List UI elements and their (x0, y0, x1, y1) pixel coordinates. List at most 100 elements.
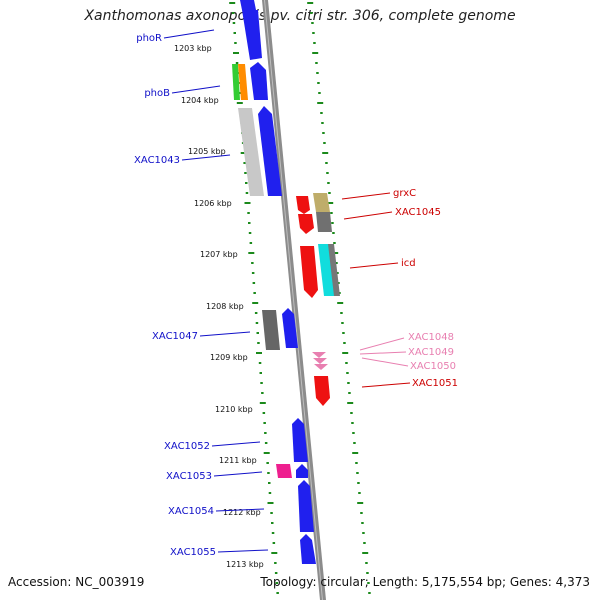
tick-mark (232, 22, 236, 24)
gene-XAC1048[interactable] (312, 352, 326, 358)
tick-mark (325, 162, 328, 164)
tick-mark (315, 62, 318, 64)
gene-label-XAC1049[interactable]: XAC1049 (408, 347, 454, 358)
tick-mark (356, 472, 359, 474)
tick-mark (317, 102, 324, 104)
right-tick-track (307, 2, 371, 594)
gene-XAC1050[interactable] (314, 364, 328, 370)
gene-label-phoB[interactable]: phoB (144, 88, 170, 99)
gene-XAC1051[interactable] (314, 376, 330, 406)
leader-line-XAC1053 (213, 471, 263, 477)
gene-label-XAC1053[interactable]: XAC1053 (166, 471, 212, 482)
gene-XAC1047-1[interactable] (262, 310, 280, 350)
tick-mark (310, 12, 313, 14)
kbp-label: 1210 kbp (215, 405, 253, 414)
gene-XAC1047-2[interactable] (282, 308, 298, 348)
gene-icd-red[interactable] (300, 246, 318, 298)
gene-label-XAC1052[interactable]: XAC1052 (164, 441, 210, 452)
tick-mark (317, 82, 320, 84)
forward-genes (232, 0, 316, 564)
gene-XAC1055[interactable] (300, 534, 316, 564)
tick-mark (271, 552, 278, 554)
reverse-genes (296, 193, 340, 406)
tick-mark (248, 252, 255, 254)
tick-mark (256, 332, 259, 334)
tick-mark (343, 342, 346, 344)
tick-mark (322, 132, 325, 134)
tick-mark (313, 42, 316, 44)
tick-mark (236, 102, 243, 104)
tick-mark (234, 42, 237, 44)
tick-mark (367, 582, 370, 584)
gene-XAC1049[interactable] (313, 358, 327, 364)
tick-mark (366, 572, 369, 574)
gene-XAC1043-1[interactable] (238, 108, 264, 196)
leader-line-XAC1050 (361, 357, 409, 367)
gene-phoB-2[interactable] (238, 64, 248, 100)
gene-top-partial[interactable] (240, 0, 256, 10)
tick-mark (362, 552, 369, 554)
tick-mark (328, 192, 331, 194)
gene-XAC1052[interactable] (292, 418, 308, 462)
gene-label-XAC1045[interactable]: XAC1045 (395, 207, 441, 218)
gene-grxC[interactable] (313, 193, 330, 212)
gene-grxC-red[interactable] (296, 196, 310, 214)
leader-line-XAC1043 (181, 154, 231, 161)
tick-mark (248, 232, 252, 234)
tick-mark (326, 172, 329, 174)
gene-phoB-1[interactable] (232, 64, 240, 100)
genome-title: Xanthomonas axonopodis pv. citri str. 30… (84, 8, 516, 24)
tick-mark (263, 452, 270, 454)
gene-label-XAC1048[interactable]: XAC1048 (408, 332, 454, 343)
tick-mark (264, 442, 268, 444)
gene-XAC1043-2[interactable] (258, 106, 282, 196)
gene-label-XAC1043[interactable]: XAC1043 (134, 155, 180, 166)
tick-mark (311, 22, 314, 24)
tick-mark (257, 342, 260, 344)
tick-mark (251, 262, 254, 264)
gene-XAC1045-red[interactable] (298, 214, 314, 234)
gene-label-XAC1054[interactable]: XAC1054 (168, 506, 214, 517)
right-labels: grxC XAC1045 icd XAC1048 XAC1049 XAC1050… (393, 188, 458, 389)
tick-mark (327, 202, 334, 204)
gene-XAC1054[interactable] (298, 480, 314, 532)
tick-mark (347, 402, 354, 404)
gene-label-XAC1051[interactable]: XAC1051 (412, 378, 458, 389)
gene-label-XAC1047[interactable]: XAC1047 (152, 331, 198, 342)
kbp-label: 1213 kbp (226, 560, 264, 569)
tick-mark (350, 412, 353, 414)
tick-mark (272, 542, 276, 544)
tick-mark (267, 502, 274, 504)
tick-mark (260, 382, 263, 384)
tick-mark (358, 492, 361, 494)
tick-mark (335, 262, 338, 264)
gene-icd-gray[interactable] (328, 244, 340, 296)
gene-XAC1053-2[interactable] (296, 464, 308, 478)
gene-phoR[interactable] (242, 10, 262, 60)
tick-mark (368, 592, 371, 594)
tick-mark (323, 142, 326, 144)
tick-mark (362, 532, 365, 534)
gene-XAC1053-1[interactable] (276, 464, 292, 478)
kbp-label: 1203 kbp (174, 44, 212, 53)
tick-mark (271, 532, 275, 534)
gene-phoB-3[interactable] (250, 62, 268, 100)
tick-mark (322, 152, 329, 154)
gene-label-XAC1055[interactable]: XAC1055 (170, 547, 216, 558)
topology-text: Topology: circular; Length: 5,175,554 bp… (260, 575, 590, 589)
tick-mark (331, 222, 334, 224)
gene-label-grxC[interactable]: grxC (393, 188, 416, 199)
gene-label-XAC1050[interactable]: XAC1050 (410, 361, 456, 372)
leader-line-grxC (341, 192, 391, 200)
kbp-label: 1211 kbp (219, 456, 257, 465)
tick-mark (348, 392, 351, 394)
leader-line-XAC1052 (211, 441, 261, 447)
tick-mark (274, 562, 277, 564)
gene-XAC1045[interactable] (316, 212, 332, 232)
gene-label-phoR[interactable]: phoR (136, 33, 162, 44)
tick-mark (333, 242, 336, 244)
tick-mark (262, 412, 266, 414)
tick-mark (357, 502, 364, 504)
gene-label-icd[interactable]: icd (401, 258, 416, 269)
tick-mark (255, 322, 259, 324)
